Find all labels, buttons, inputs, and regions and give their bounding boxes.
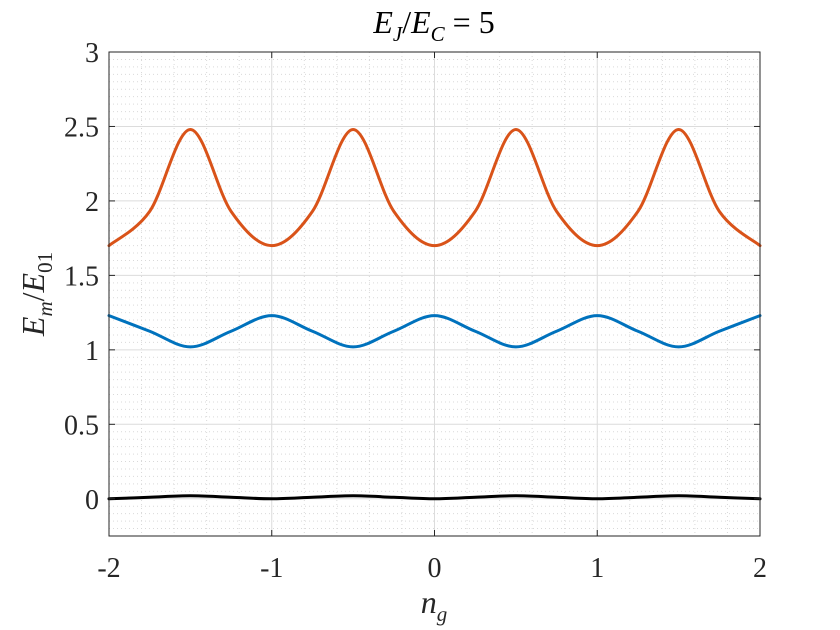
series-line-1 xyxy=(107,314,762,349)
x-tick-label: 2 xyxy=(753,553,767,584)
title-value: = 5 xyxy=(445,4,495,40)
title-e1: E xyxy=(372,4,393,40)
x-tick-label: 0 xyxy=(428,553,442,584)
series-layer xyxy=(107,127,762,501)
y-tick-label: 0 xyxy=(85,485,99,516)
xlabel-n: n xyxy=(421,584,437,620)
series-line-2 xyxy=(107,127,762,248)
ylabel-sub-m: m xyxy=(33,301,57,316)
title-sub-j: J xyxy=(393,22,404,46)
ylabel-sub-01: 01 xyxy=(33,252,57,273)
chart-title: EJ/EC = 5 xyxy=(372,4,494,46)
y-tick-label: 3 xyxy=(85,38,99,69)
y-tick-label: 2 xyxy=(85,187,99,218)
y-tick-labels: 0 0.5 1 1.5 2 2.5 3 xyxy=(64,38,99,516)
series-line-0 xyxy=(107,494,762,501)
y-tick-label: 1 xyxy=(85,336,99,367)
x-tick-label: -2 xyxy=(97,553,120,584)
title-e2: E xyxy=(410,4,431,40)
ylabel-slash: / xyxy=(15,292,51,301)
x-tick-labels: -2 -1 0 1 2 xyxy=(97,553,767,584)
x-tick-label: -1 xyxy=(260,553,283,584)
tick-marks xyxy=(108,51,761,536)
ylabel-e2: E xyxy=(15,272,51,293)
x-axis-label: ng xyxy=(421,584,448,626)
x-tick-label: 1 xyxy=(590,553,604,584)
xlabel-sub-g: g xyxy=(437,602,448,626)
y-tick-label: 1.5 xyxy=(64,261,99,292)
title-sub-c: C xyxy=(431,22,446,46)
ylabel-e1: E xyxy=(15,316,51,337)
title-slash: / xyxy=(402,4,411,40)
y-tick-label: 2.5 xyxy=(64,112,99,143)
y-axis-label: Em/E01 xyxy=(15,252,57,337)
y-tick-label: 0.5 xyxy=(64,410,99,441)
